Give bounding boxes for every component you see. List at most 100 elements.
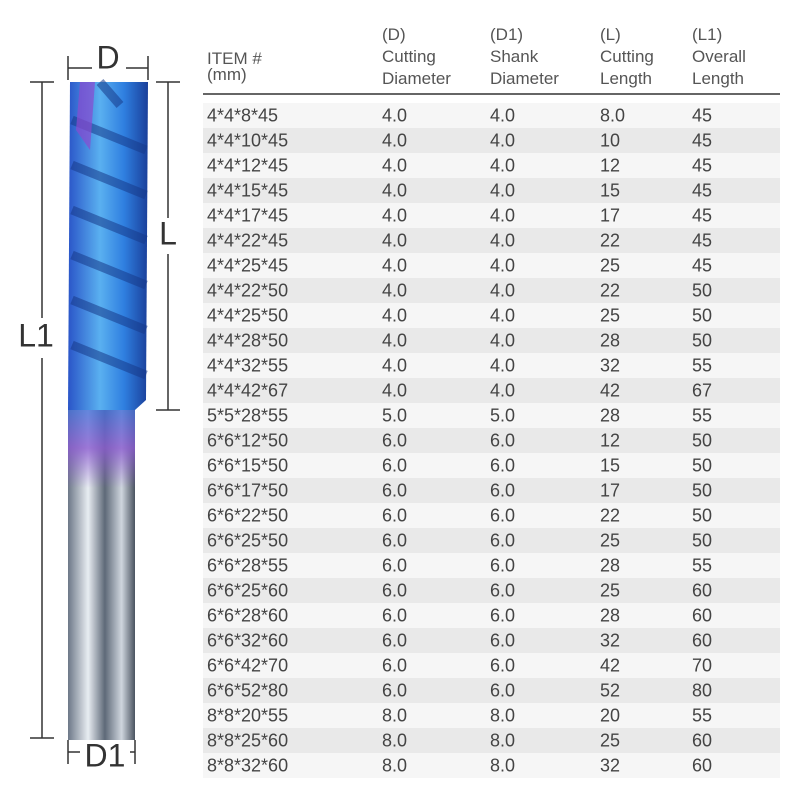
cell: 4*4*22*45 [207,230,288,250]
row-bg [203,228,780,253]
cell: 8.0 [382,730,407,750]
row-bg [203,328,780,353]
row-bg [203,403,780,428]
row-bg [203,303,780,328]
cell: 8*8*20*55 [207,705,288,725]
cell: 6*6*25*50 [207,530,288,550]
cell: 6.0 [382,430,407,450]
cell: 4*4*42*67 [207,380,288,400]
row-bg [203,578,780,603]
cell: 4.0 [382,105,407,125]
cell: 28 [600,330,620,350]
cell: 15 [600,455,620,475]
cell: 6*6*28*60 [207,605,288,625]
cell: 4.0 [490,230,515,250]
cell: 50 [692,530,712,550]
header-text: Shank [490,47,539,66]
cell: 45 [692,180,712,200]
cell: 12 [600,430,620,450]
cell: 8*8*25*60 [207,730,288,750]
row-bg [203,553,780,578]
cell: 6.0 [382,505,407,525]
row-bg [203,753,780,778]
cell: 6*6*15*50 [207,455,288,475]
cell: 17 [600,480,620,500]
cell: 55 [692,405,712,425]
dimensions: D L L1 D1 [18,39,184,776]
cell: 4.0 [382,180,407,200]
row-bg [203,653,780,678]
cell: 25 [600,255,620,275]
cell: 4.0 [382,205,407,225]
header-text: Diameter [382,69,451,88]
cell: 4.0 [382,230,407,250]
cell: 6.0 [382,605,407,625]
row-bg [203,528,780,553]
cell: 6*6*42*70 [207,655,288,675]
cell: 22 [600,505,620,525]
cell: 28 [600,555,620,575]
cell: 60 [692,630,712,650]
cell: 32 [600,630,620,650]
cell: 50 [692,505,712,525]
header-text: (L1) [692,25,722,44]
header-text: (D) [382,25,406,44]
cell: 4*4*12*45 [207,155,288,175]
row-bg [203,378,780,403]
cell: 67 [692,380,712,400]
cell: 4*4*15*45 [207,180,288,200]
cell: 4.0 [382,380,407,400]
cell: 4.0 [490,355,515,375]
row-bg [203,503,780,528]
cell: 4.0 [490,105,515,125]
header-text: Diameter [490,69,559,88]
cell: 6.0 [490,580,515,600]
cell: 4.0 [490,205,515,225]
header-text: ITEM # [207,49,262,68]
cell: 28 [600,605,620,625]
cell: 10 [600,130,620,150]
cell: 20 [600,705,620,725]
tool-drawing [68,79,148,740]
cell: 6.0 [490,605,515,625]
cell: 42 [600,655,620,675]
label-d1: D1 [85,737,126,773]
cell: 4*4*22*50 [207,280,288,300]
cell: 50 [692,330,712,350]
flute-tip [76,82,95,150]
cell: 50 [692,455,712,475]
header-text: Cutting [600,47,654,66]
spec-table: ITEM #(mm) (D) Cutting Diameter (D1) Shank Dia… [203,25,780,778]
cell: 6.0 [382,680,407,700]
cell: 6*6*12*50 [207,430,288,450]
cell: 4*4*32*55 [207,355,288,375]
cell: 4.0 [490,380,515,400]
cell: 22 [600,280,620,300]
cell: 45 [692,230,712,250]
cell: 6*6*52*80 [207,680,288,700]
header-text: (mm) [207,65,247,84]
cell: 45 [692,255,712,275]
label-l1: L1 [18,317,54,353]
cell: 8*8*32*60 [207,755,288,775]
row-bg [203,178,780,203]
cell: 6.0 [382,655,407,675]
cell: 6.0 [490,530,515,550]
cell: 4.0 [382,130,407,150]
cell: 4.0 [382,355,407,375]
cell: 4.0 [382,305,407,325]
cell: 4*4*17*45 [207,205,288,225]
row-bg [203,728,780,753]
cell: 8.0 [600,105,625,125]
cell: 8.0 [382,705,407,725]
cell: 55 [692,705,712,725]
row-bg [203,153,780,178]
cell: 6.0 [490,655,515,675]
row-bg [203,278,780,303]
cell: 6.0 [490,480,515,500]
row-bg [203,253,780,278]
cell: 5.0 [382,405,407,425]
cell: 28 [600,405,620,425]
cell: 4*4*8*45 [207,105,278,125]
